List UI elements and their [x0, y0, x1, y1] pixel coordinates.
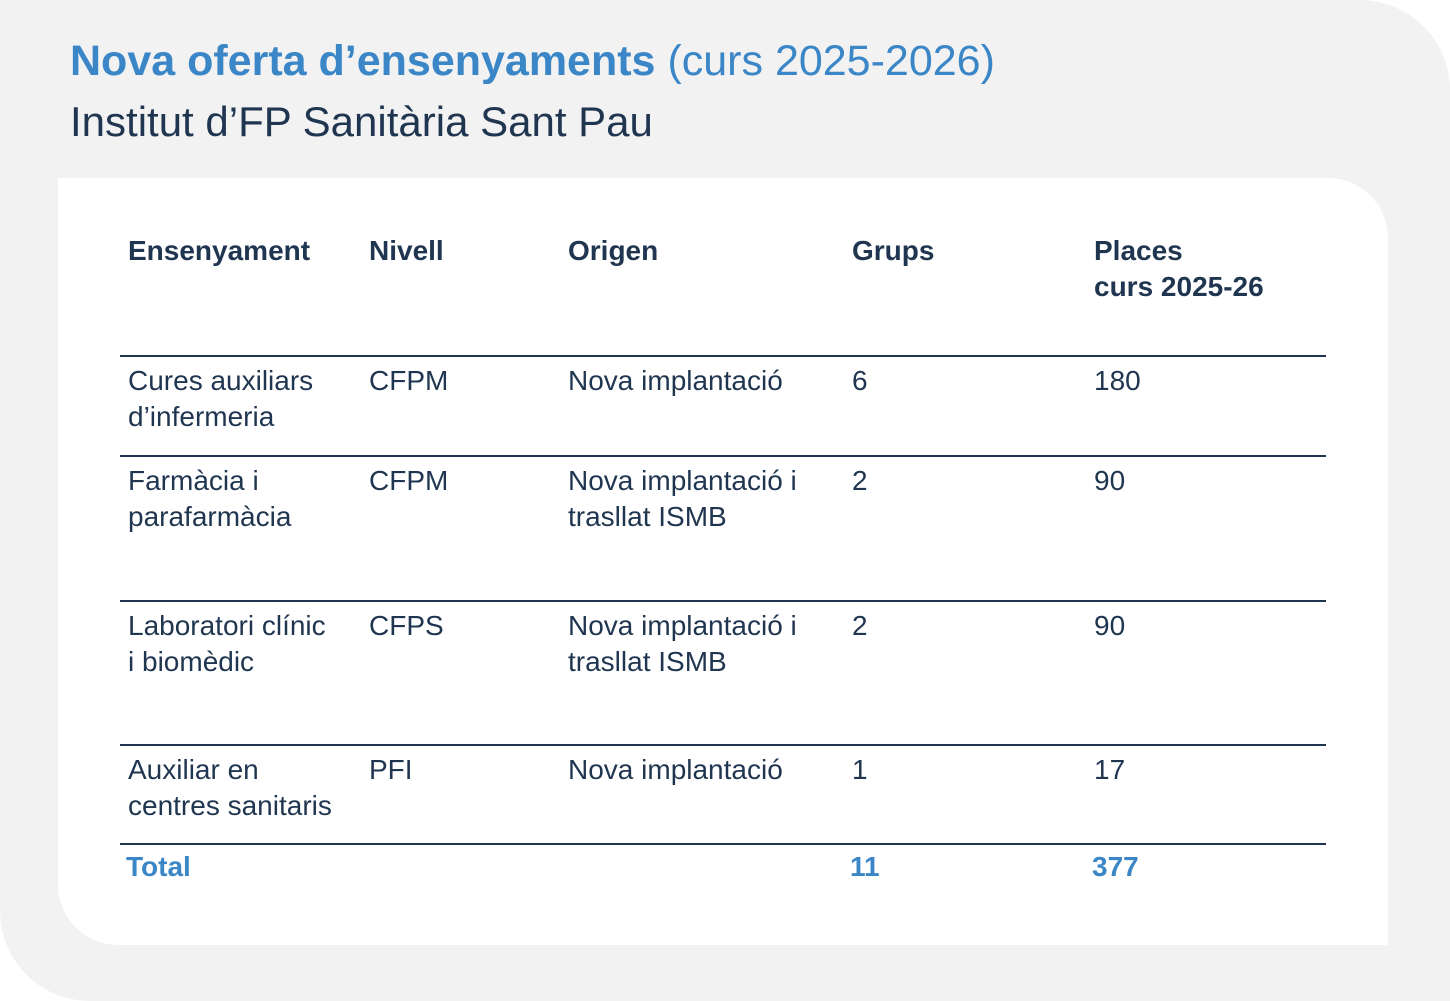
total-grups: 11 — [850, 851, 880, 882]
cell-grups: 6 — [852, 365, 868, 396]
cell-ensenyament: Farmàcia i parafarmàcia — [120, 457, 361, 600]
cell-ensenyament: Cures auxiliars d’infermeria — [120, 357, 361, 455]
cell-places: 90 — [1094, 610, 1126, 641]
offer-table: Ensenyament Nivell Origen Grups Places c… — [120, 233, 1326, 893]
cell-ensenyament: Auxiliar en centres sanitaris — [120, 746, 361, 843]
header-nivell: Nivell — [369, 235, 444, 266]
cell-nivell: PFI — [369, 754, 413, 785]
ensenyament-line2: parafarmàcia — [128, 501, 292, 532]
origen-line1: Nova implantació i — [568, 465, 797, 496]
origen-line1: Nova implantació — [568, 754, 783, 785]
header-places-line1: Places — [1094, 235, 1183, 266]
ensenyament-line1: Auxiliar en — [128, 754, 259, 785]
origen-line2: trasllat ISMB — [568, 501, 727, 532]
page-subtitle: Institut d’FP Sanitària Sant Pau — [70, 98, 653, 145]
header-grups: Grups — [852, 235, 935, 266]
ensenyament-line1: Farmàcia i — [128, 465, 259, 496]
cell-ensenyament: Laboratori clínic i biomèdic — [120, 602, 361, 744]
cell-nivell: CFPM — [369, 365, 449, 396]
ensenyament-line1: Laboratori clínic — [128, 610, 326, 641]
table-row: Laboratori clínic i biomèdic CFPS Nova i… — [120, 600, 1326, 744]
page-title: Nova oferta d’ensenyaments (curs 2025-20… — [70, 36, 995, 86]
cell-origen: Nova implantació i trasllat ISMB — [560, 602, 844, 744]
cell-origen: Nova implantació — [560, 746, 844, 843]
ensenyament-line1: Cures auxiliars — [128, 365, 314, 396]
ensenyament-line2: d’infermeria — [128, 401, 275, 432]
origen-line1: Nova implantació — [568, 365, 783, 396]
table-row: Farmàcia i parafarmàcia CFPM Nova implan… — [120, 455, 1326, 600]
origen-line2: trasllat ISMB — [568, 646, 727, 677]
cell-places: 90 — [1094, 465, 1126, 496]
header-ensenyament: Ensenyament — [128, 235, 311, 266]
header-origen: Origen — [568, 235, 659, 266]
cell-grups: 2 — [852, 465, 868, 496]
table-row: Auxiliar en centres sanitaris PFI Nova i… — [120, 744, 1326, 843]
cell-grups: 1 — [852, 754, 868, 785]
table-header-row: Ensenyament Nivell Origen Grups Places c… — [120, 233, 1326, 355]
cell-origen: Nova implantació i trasllat ISMB — [560, 457, 844, 600]
table-panel: Ensenyament Nivell Origen Grups Places c… — [58, 178, 1388, 945]
title-course-part: (curs 2025-2026) — [667, 37, 995, 85]
cell-nivell: CFPM — [369, 465, 449, 496]
table-total-row: Total 11 377 — [120, 843, 1326, 893]
total-places: 377 — [1092, 851, 1139, 882]
ensenyament-line2: i biomèdic — [128, 646, 255, 677]
header-places-line2: curs 2025-26 — [1094, 271, 1264, 302]
cell-places: 17 — [1094, 754, 1126, 785]
title-bold-part: Nova oferta d’ensenyaments — [70, 37, 656, 85]
cell-grups: 2 — [852, 610, 868, 641]
table-row: Cures auxiliars d’infermeria CFPM Nova i… — [120, 355, 1326, 455]
total-origen-empty — [560, 845, 844, 893]
cell-origen: Nova implantació — [560, 357, 844, 455]
cell-nivell: CFPS — [369, 610, 444, 641]
ensenyament-line2: centres sanitaris — [128, 790, 332, 821]
header-places: Places curs 2025-26 — [1086, 233, 1326, 355]
origen-line1: Nova implantació i — [568, 610, 797, 641]
cell-places: 180 — [1094, 365, 1141, 396]
total-label: Total — [126, 851, 191, 882]
total-nivell-empty — [361, 845, 560, 893]
